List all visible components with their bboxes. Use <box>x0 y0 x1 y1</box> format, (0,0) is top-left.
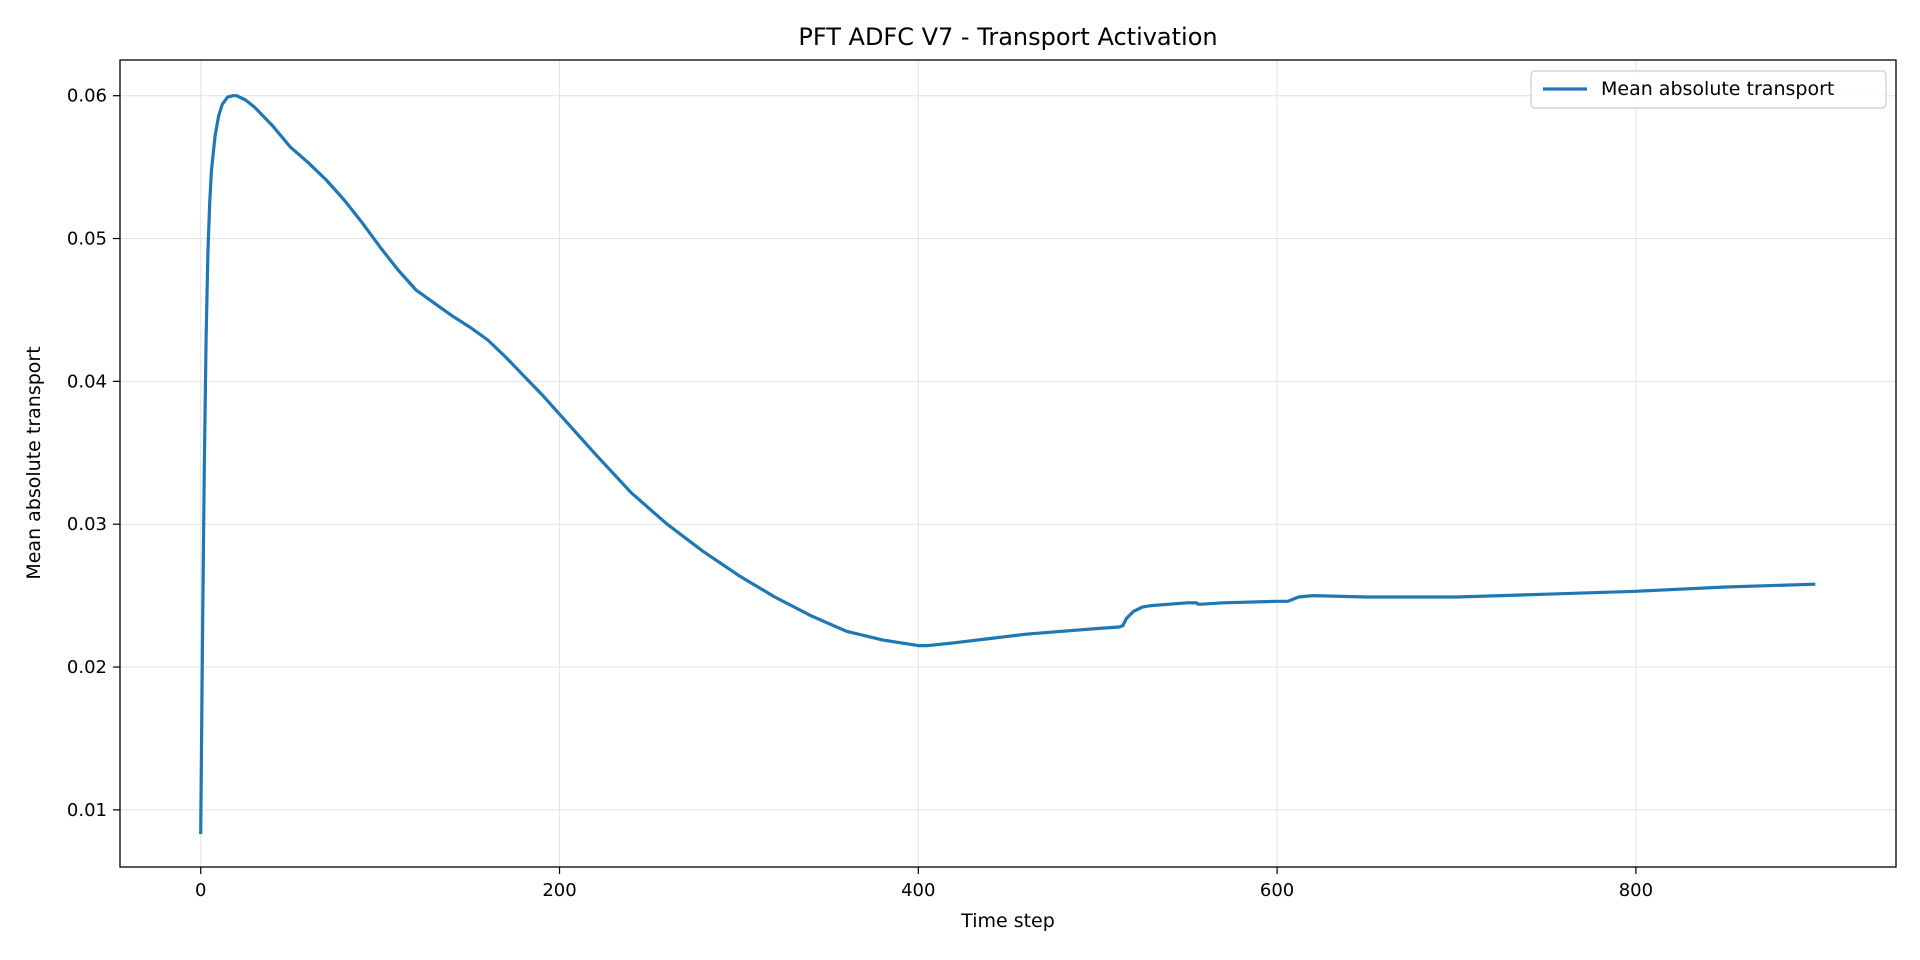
chart-title: PFT ADFC V7 - Transport Activation <box>798 23 1217 51</box>
y-tick-label: 0.06 <box>67 86 107 107</box>
plot-frame <box>119 59 1897 868</box>
y-tick-label: 0.01 <box>67 800 107 821</box>
x-tick-label: 800 <box>1619 880 1653 901</box>
x-tick-label: 200 <box>542 880 576 901</box>
y-tick-label: 0.05 <box>67 229 107 250</box>
legend-box <box>1530 70 1887 109</box>
plot-area <box>120 60 1896 867</box>
series-layer <box>199 94 1816 835</box>
y-tick-label: 0.02 <box>67 657 107 678</box>
y-tick-label: 0.04 <box>67 371 107 392</box>
x-tick-label: 0 <box>195 880 206 901</box>
y-axis-label: Mean absolute transport <box>23 346 45 579</box>
x-axis-label: Time step <box>960 910 1055 932</box>
legend-entry-label: Mean absolute transport <box>1601 78 1834 100</box>
x-tick-label: 400 <box>901 880 935 901</box>
y-axis-ticks: 0.01 0.02 0.03 0.04 0.05 0.06 <box>67 86 120 821</box>
x-axis-ticks: 0 200 400 600 800 <box>195 867 1653 901</box>
legend: Mean absolute transport <box>1530 70 1887 109</box>
series-line-mean-absolute-transport <box>199 94 1816 835</box>
x-tick-label: 600 <box>1260 880 1294 901</box>
y-tick-label: 0.03 <box>67 514 107 535</box>
